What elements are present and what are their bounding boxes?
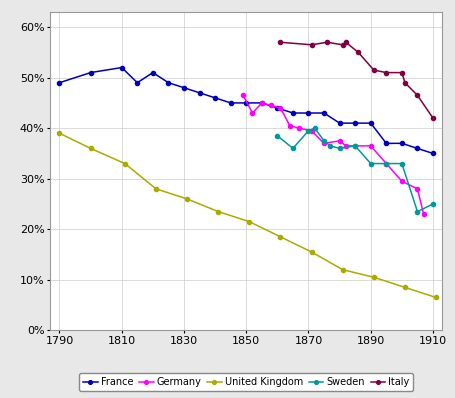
United Kingdom <box>122 161 127 166</box>
Sweden <box>367 161 373 166</box>
United Kingdom <box>401 285 407 290</box>
Germany <box>287 123 292 128</box>
Sweden <box>274 133 279 138</box>
Sweden <box>414 209 419 214</box>
Germany <box>258 101 264 105</box>
United Kingdom <box>184 197 189 201</box>
Germany <box>367 144 373 148</box>
Italy <box>430 116 435 121</box>
Line: Sweden: Sweden <box>275 126 434 214</box>
Sweden <box>311 126 317 131</box>
Sweden <box>352 144 357 148</box>
France <box>398 141 404 146</box>
Line: United Kingdom: United Kingdom <box>57 131 437 300</box>
France <box>336 121 342 125</box>
France <box>258 101 264 105</box>
France <box>150 70 155 75</box>
Germany <box>352 144 357 148</box>
Germany <box>249 111 255 115</box>
Italy <box>414 93 419 98</box>
France <box>274 105 279 110</box>
Italy <box>308 43 313 47</box>
France <box>289 111 295 115</box>
France <box>88 70 93 75</box>
Italy <box>277 40 283 45</box>
United Kingdom <box>153 186 158 191</box>
Germany <box>240 93 245 98</box>
France <box>367 121 373 125</box>
United Kingdom <box>215 209 221 214</box>
Italy <box>355 50 360 55</box>
France <box>165 80 171 85</box>
France <box>321 111 326 115</box>
United Kingdom <box>88 146 93 151</box>
Germany <box>414 186 419 191</box>
United Kingdom <box>277 234 283 239</box>
Line: Germany: Germany <box>241 93 425 216</box>
France <box>56 80 62 85</box>
Germany <box>268 103 273 108</box>
France <box>119 65 124 70</box>
Germany <box>321 141 326 146</box>
France <box>181 85 186 90</box>
France <box>228 101 233 105</box>
United Kingdom <box>432 295 438 300</box>
United Kingdom <box>339 267 345 272</box>
France <box>352 121 357 125</box>
United Kingdom <box>246 219 252 224</box>
France <box>197 90 202 95</box>
France <box>383 141 388 146</box>
Sweden <box>305 128 311 133</box>
Germany <box>277 105 283 110</box>
Italy <box>398 70 404 75</box>
Germany <box>420 212 425 217</box>
Italy <box>401 80 407 85</box>
Italy <box>370 68 376 72</box>
Sweden <box>336 146 342 151</box>
Sweden <box>430 202 435 207</box>
Germany <box>383 161 388 166</box>
Germany <box>398 179 404 183</box>
France <box>212 96 217 100</box>
Germany <box>296 126 301 131</box>
Germany <box>308 128 313 133</box>
France <box>430 151 435 156</box>
France <box>243 101 248 105</box>
Sweden <box>321 139 326 143</box>
Line: Italy: Italy <box>278 40 434 120</box>
Sweden <box>289 146 295 151</box>
Germany <box>342 144 348 148</box>
Sweden <box>398 161 404 166</box>
France <box>414 146 419 151</box>
United Kingdom <box>370 275 376 280</box>
Sweden <box>383 161 388 166</box>
Sweden <box>327 144 332 148</box>
Italy <box>324 40 329 45</box>
United Kingdom <box>56 131 62 136</box>
Italy <box>339 43 345 47</box>
Italy <box>383 70 388 75</box>
Italy <box>342 40 348 45</box>
France <box>134 80 140 85</box>
Line: France: France <box>57 65 434 156</box>
Legend: France, Germany, United Kingdom, Sweden, Italy: France, Germany, United Kingdom, Sweden,… <box>79 373 412 391</box>
United Kingdom <box>308 250 313 254</box>
Germany <box>336 139 342 143</box>
France <box>305 111 311 115</box>
